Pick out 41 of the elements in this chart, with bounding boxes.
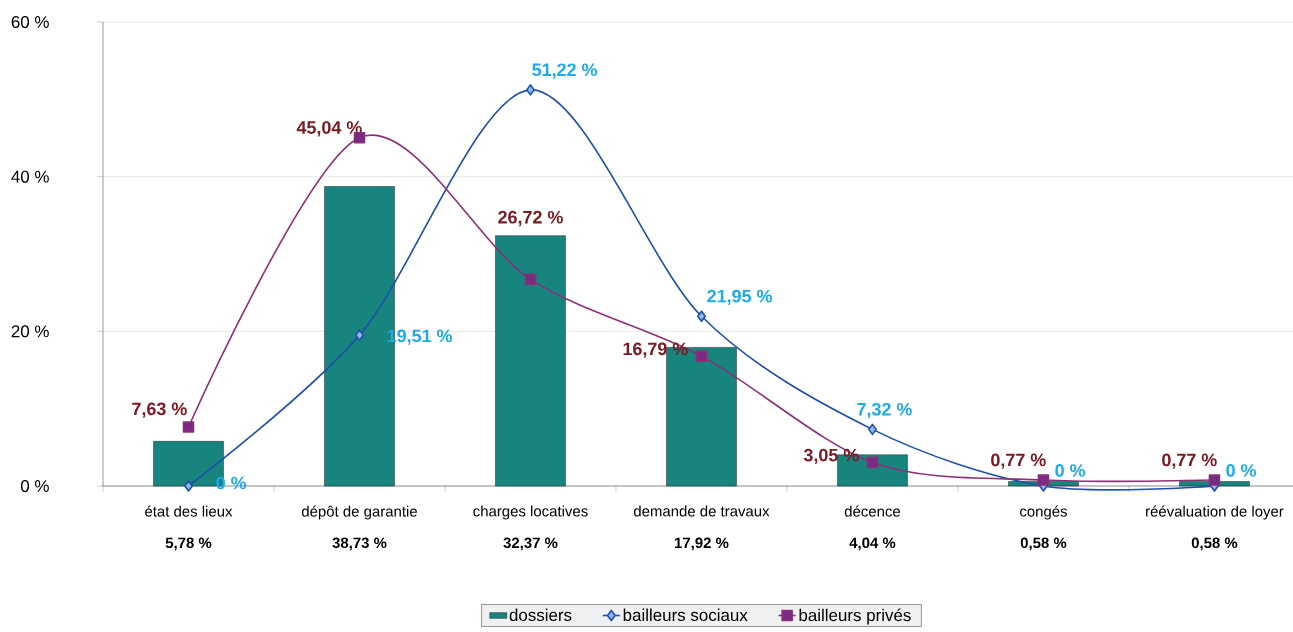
- point: [183, 480, 194, 492]
- point: [525, 84, 536, 96]
- y-tick-label: 20 %: [11, 325, 49, 338]
- x-tick-label: dépôt de garantie: [301, 505, 417, 520]
- point: [1208, 474, 1221, 486]
- legend-label: dossiers: [509, 608, 572, 622]
- legend-label: bailleurs sociaux: [623, 608, 748, 622]
- data-label: 21,95 %: [707, 289, 772, 306]
- x-tick-label: réévaluation de loyer: [1146, 505, 1284, 520]
- x-tick-label: décence: [844, 505, 901, 517]
- y-tick-label: 0 %: [20, 480, 49, 492]
- data-label: 0 %: [1226, 464, 1257, 477]
- point: [696, 310, 707, 323]
- data-label: 5,78 %: [165, 537, 212, 551]
- point: [182, 421, 195, 433]
- x-tick-label: demande de travaux: [633, 505, 770, 517]
- data-label: 51,22 %: [532, 63, 597, 79]
- point: [867, 423, 878, 436]
- legend-label: bailleurs privés: [799, 608, 911, 625]
- data-label: 4,04 %: [849, 537, 896, 551]
- data-label: 17,92 %: [674, 537, 729, 551]
- data-label: 0 %: [1055, 464, 1086, 477]
- data-label: 7,32 %: [857, 402, 912, 419]
- data-label: 26,72 %: [498, 210, 563, 227]
- y-tick-label: 60 %: [11, 16, 49, 28]
- point: [524, 273, 537, 286]
- x-tick-label: état des lieux: [145, 505, 233, 517]
- y-tick-label: 40 %: [11, 170, 49, 183]
- data-label: 0,58 %: [1191, 537, 1238, 551]
- point: [695, 350, 708, 362]
- x-tick-label: charges locatives: [473, 505, 588, 520]
- data-label: 32,37 %: [503, 537, 558, 551]
- point: [1037, 474, 1050, 486]
- data-label: 0,58 %: [1020, 537, 1067, 551]
- data-label: 0,77 %: [1162, 453, 1217, 469]
- point: [354, 329, 365, 341]
- data-label: 7,63 %: [132, 402, 187, 418]
- data-label: 38,73 %: [332, 537, 387, 551]
- x-tick-label: congés: [1020, 505, 1067, 520]
- point: [866, 456, 879, 469]
- data-label: 0,77 %: [991, 453, 1046, 469]
